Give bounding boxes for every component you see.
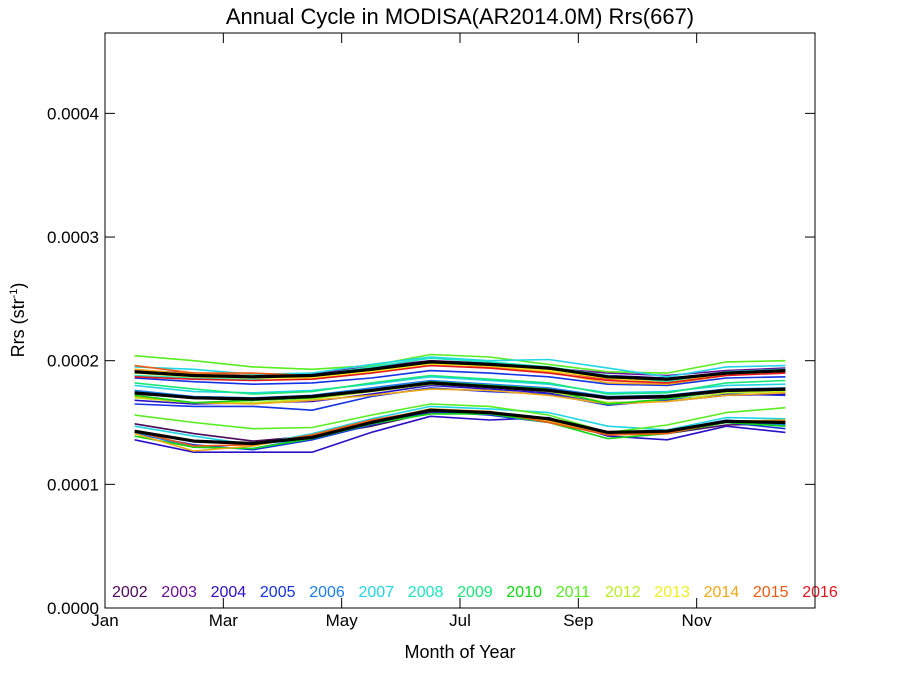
legend-entry-2016: 2016 bbox=[802, 584, 838, 601]
y-axis-ticks: 0.0000 0.0001 0.0002 0.0003 0.0004 bbox=[47, 104, 815, 618]
series-line-25 bbox=[134, 357, 786, 383]
y-axis-label: Rrs (str-1) bbox=[8, 283, 28, 358]
x-tick-label-0: Jan bbox=[91, 611, 118, 630]
legend-entry-2004: 2004 bbox=[211, 584, 247, 601]
legend-entry-2005: 2005 bbox=[260, 584, 296, 601]
legend: 2002 2003 2004 2005 2006 2007 2008 2009 2010 2011… bbox=[112, 584, 838, 601]
series-line-30 bbox=[134, 360, 786, 381]
y-axis-label-close: ) bbox=[8, 283, 28, 289]
legend-entry-2006: 2006 bbox=[309, 584, 345, 601]
legend-entry-2003: 2003 bbox=[161, 584, 197, 601]
series-line-27 bbox=[134, 364, 786, 384]
x-axis-label: Month of Year bbox=[404, 642, 515, 662]
legend-entry-2008: 2008 bbox=[408, 584, 444, 601]
plot-frame bbox=[104, 32, 816, 609]
y-tick-label-0: 0.0000 bbox=[47, 599, 99, 618]
chart-title: Annual Cycle in MODISA(AR2014.0M) Rrs(66… bbox=[226, 4, 694, 29]
y-axis-label-main: Rrs (str bbox=[8, 298, 28, 357]
series-line-0 bbox=[134, 415, 786, 454]
series-line-21 bbox=[134, 353, 786, 374]
legend-entry-2014: 2014 bbox=[704, 584, 740, 601]
y-axis-label-superscript: -1 bbox=[8, 289, 20, 299]
legend-entry-2009: 2009 bbox=[457, 584, 493, 601]
x-tick-label-4: Sep bbox=[563, 611, 593, 630]
x-axis-ticks: Jan Mar May Jul Sep Nov bbox=[91, 33, 712, 630]
series-layer bbox=[134, 353, 786, 454]
series-line-29 bbox=[134, 381, 786, 401]
series-line-16 bbox=[134, 388, 786, 405]
x-tick-label-3: Jul bbox=[449, 611, 471, 630]
legend-entry-2002: 2002 bbox=[112, 584, 148, 601]
series-line-5 bbox=[134, 403, 786, 434]
y-tick-label-1: 0.0001 bbox=[47, 475, 99, 494]
series-line-14 bbox=[134, 374, 786, 395]
legend-entry-2013: 2013 bbox=[654, 584, 690, 601]
y-tick-label-4: 0.0004 bbox=[47, 104, 99, 123]
legend-entry-2011: 2011 bbox=[556, 584, 591, 601]
x-tick-label-2: May bbox=[326, 611, 359, 630]
legend-entry-2010: 2010 bbox=[506, 584, 542, 601]
series-line-28 bbox=[134, 408, 786, 446]
legend-entry-2015: 2015 bbox=[753, 584, 789, 601]
y-tick-label-3: 0.0003 bbox=[47, 228, 99, 247]
legend-entry-2007: 2007 bbox=[359, 584, 395, 601]
x-tick-label-1: Mar bbox=[209, 611, 239, 630]
series-line-18 bbox=[134, 369, 786, 387]
y-tick-label-2: 0.0002 bbox=[47, 352, 99, 371]
legend-entry-2012: 2012 bbox=[605, 584, 641, 601]
x-tick-label-5: Nov bbox=[682, 611, 713, 630]
